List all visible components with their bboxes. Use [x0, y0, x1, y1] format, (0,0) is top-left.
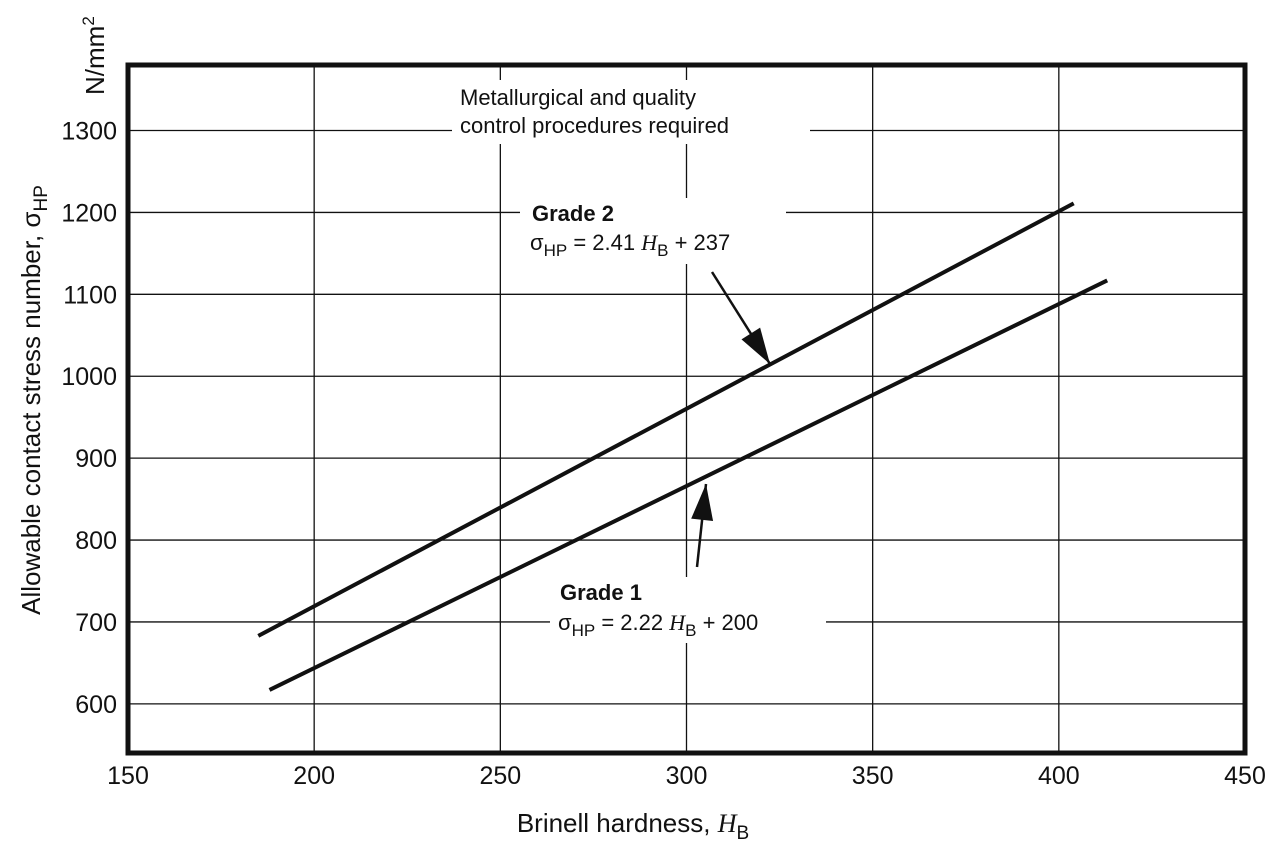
grade-1-label: Grade 1 [560, 580, 642, 605]
note-line-2: control procedures required [460, 113, 729, 138]
y-tick-label: 1200 [61, 199, 117, 227]
x-tick-label: 400 [1038, 762, 1080, 790]
y-axis-unit-text: N/mm [80, 26, 110, 95]
grade-2-eq-coef: = 2.41 [567, 230, 641, 255]
arrows [691, 271, 772, 568]
plot-frame [125, 62, 1248, 756]
y-tick-label: 1100 [63, 281, 117, 309]
y-axis-title-sub: HP [31, 185, 52, 211]
grade-1-eq-sigma-sub: HP [572, 621, 596, 640]
grade-1-eq-coef: = 2.22 [595, 610, 669, 635]
grade-1-equation: σHP = 2.22 HB + 200 [558, 610, 758, 640]
series-line-grade-1 [268, 278, 1109, 692]
tick-labels: 150 200 250 300 350 400 450 600 700 800 900 1000 110… [61, 118, 1265, 790]
x-axis-title-text: Brinell hardness, [517, 808, 718, 838]
y-tick-label: 800 [75, 527, 117, 555]
x-tick-label: 200 [293, 762, 335, 790]
grade-2-eq-sigma: σ [530, 230, 544, 255]
y-axis-title-sym: σ [16, 212, 46, 228]
grade-2-arrow-head [741, 327, 770, 364]
grade-1-eq-sigma: σ [558, 610, 572, 635]
series-line-grade-2 [257, 201, 1075, 638]
grade-2-label: Grade 2 [532, 201, 614, 226]
y-tick-label: 900 [75, 445, 117, 473]
y-axis-title: Allowable contact stress number, σHP [16, 185, 52, 615]
x-axis-title: Brinell hardness, HB [517, 808, 749, 842]
note-label-background [452, 80, 810, 144]
grade-1-eq-var-sub: B [685, 621, 696, 640]
x-tick-label: 450 [1224, 762, 1266, 790]
x-tick-label: 350 [852, 762, 894, 790]
grade-2-label-background [520, 198, 786, 264]
grade-2-equation: σHP = 2.41 HB + 237 [530, 230, 730, 260]
note-line-1: Metallurgical and quality [460, 85, 696, 110]
x-tick-label: 250 [479, 762, 521, 790]
y-axis-title-text: Allowable contact stress number, [16, 228, 46, 615]
y-tick-label: 1300 [61, 118, 117, 146]
grade-2-eq-sigma-sub: HP [544, 241, 568, 260]
grade-1-eq-const: + 200 [696, 610, 758, 635]
grade-1-arrow-head [691, 484, 714, 521]
y-axis-unit-sup: 2 [79, 16, 98, 25]
x-tick-label: 150 [107, 762, 149, 790]
y-axis-unit: N/mm2 [79, 16, 110, 95]
grade-2-eq-var: H [640, 230, 658, 255]
grade-1-label-background [550, 577, 826, 643]
grade-1-eq-var: H [668, 610, 686, 635]
x-axis-title-sub: B [736, 823, 749, 842]
y-tick-label: 600 [75, 691, 117, 719]
series-layer [257, 201, 1109, 692]
x-tick-label: 300 [666, 762, 708, 790]
grade-2-eq-var-sub: B [657, 241, 668, 260]
y-tick-label: 1000 [61, 363, 117, 391]
grade-2-eq-const: + 237 [668, 230, 730, 255]
x-axis-title-var: H [717, 809, 738, 838]
y-tick-label: 700 [75, 609, 117, 637]
